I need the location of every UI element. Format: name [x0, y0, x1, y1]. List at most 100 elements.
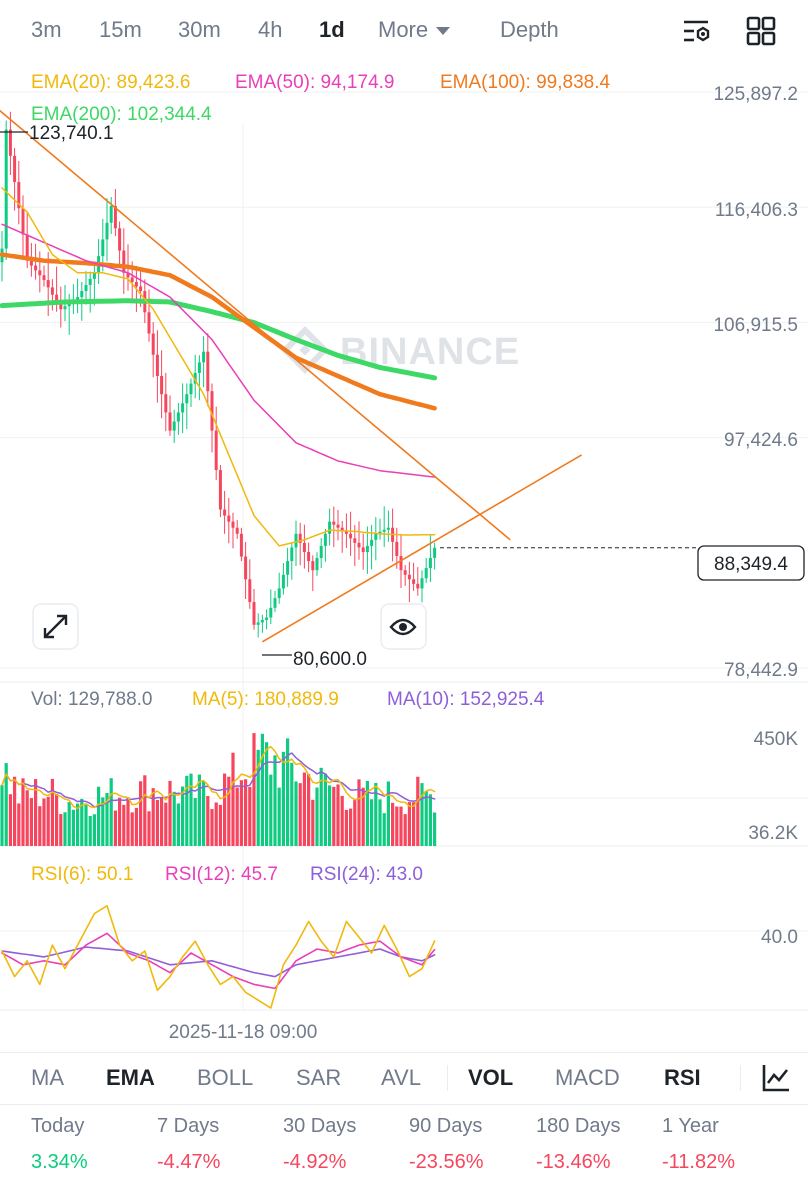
current-price-label: 88,349.4 [714, 554, 788, 575]
candle-body [424, 568, 428, 579]
perf-value-180d: -13.46% [536, 1151, 611, 1173]
volume-bar [340, 795, 344, 846]
volume-bar [315, 787, 319, 846]
timeframe-3m[interactable]: 3m [31, 17, 62, 42]
legend-ema50: EMA(50): 94,174.9 [235, 72, 394, 93]
candle-body [252, 602, 256, 625]
volume-bar [71, 809, 75, 846]
more-label: More [378, 17, 429, 42]
candle-body [4, 129, 8, 249]
volume-bar [0, 785, 4, 846]
volume-bar [391, 802, 395, 846]
timeframe-4h[interactable]: 4h [258, 17, 283, 42]
perf-label-7d: 7 Days [157, 1115, 220, 1137]
candle-body [160, 375, 164, 395]
volume-bar [290, 762, 294, 846]
toggle-visibility-button[interactable] [380, 603, 427, 650]
legend-ema200: EMA(200): 102,344.4 [31, 104, 212, 125]
indicator-sar[interactable]: SAR [296, 1065, 342, 1090]
chart-settings-icon[interactable] [680, 14, 714, 48]
ema20-line [1, 187, 436, 547]
volume-bars [0, 733, 437, 846]
legend-ema20: EMA(20): 89,423.6 [31, 72, 190, 93]
candle-body [361, 547, 365, 552]
volume-bar [29, 798, 33, 846]
candle-body [42, 275, 46, 281]
indicator-ma[interactable]: MA [31, 1065, 64, 1090]
candle-body [197, 362, 201, 373]
candle-body [336, 524, 340, 528]
caret-down-icon [436, 27, 451, 36]
candle-body [210, 391, 214, 431]
indicator-macd[interactable]: MACD [555, 1065, 620, 1090]
candle-body [109, 206, 113, 223]
indicator-rsi[interactable]: RSI [664, 1065, 701, 1090]
volume-bar [34, 779, 38, 846]
volume-bar [113, 810, 117, 846]
grid-layout-icon[interactable] [744, 14, 778, 48]
candle-body [176, 412, 180, 422]
volume-bar [168, 780, 172, 846]
candle-body [17, 182, 21, 209]
volume-bar [105, 792, 109, 846]
timeframe-15m[interactable]: 15m [99, 17, 142, 42]
timeframe-more[interactable]: More [378, 17, 451, 43]
volume-bar [332, 786, 336, 846]
legend-ma5: MA(5): 180,889.9 [192, 689, 339, 710]
candle-body [286, 561, 290, 575]
candle-body [344, 530, 348, 534]
candle-body [378, 531, 382, 534]
perf-label-1y: 1 Year [662, 1115, 719, 1137]
candle-body [105, 222, 109, 240]
volume-bar [265, 742, 269, 846]
perf-value-7d: -4.47% [157, 1151, 221, 1173]
indicator-ema[interactable]: EMA [106, 1065, 155, 1090]
high-price-label: 123,740.1 [29, 123, 114, 144]
candle-body [118, 228, 122, 251]
depth-tab[interactable]: Depth [500, 17, 559, 42]
volume-bar [4, 763, 8, 846]
volume-bar [231, 752, 235, 846]
ema50-line [1, 223, 436, 478]
volume-bar [50, 778, 54, 846]
candle-body [21, 208, 25, 235]
volume-bar [365, 780, 369, 846]
candle-body [126, 272, 130, 278]
legend-ma10: MA(10): 152,925.4 [387, 689, 545, 710]
volume-bar [395, 806, 399, 846]
candle-body [386, 527, 390, 530]
timeframe-30m[interactable]: 30m [178, 17, 221, 42]
volume-bar [155, 800, 159, 846]
indicator-vol[interactable]: VOL [468, 1065, 514, 1090]
volume-bar [273, 755, 277, 846]
candle-body [315, 558, 319, 571]
volume-bar [122, 804, 126, 846]
volume-bar [17, 803, 21, 846]
candle-body [382, 529, 386, 532]
indicator-boll[interactable]: BOLL [197, 1065, 254, 1090]
perf-value-30d: -4.92% [283, 1151, 347, 1173]
indicator-avl[interactable]: AVL [381, 1065, 421, 1090]
volume-bar [252, 733, 256, 846]
rsi12-line [1, 932, 436, 990]
indicator-settings-icon[interactable] [760, 1062, 792, 1094]
ema-legend: EMA(20): 89,423.6 EMA(50): 94,174.9 EMA(… [31, 72, 610, 125]
candle-body [433, 547, 437, 558]
candle-body [50, 287, 54, 295]
candle-body [122, 250, 126, 273]
candle-body [67, 303, 71, 307]
perf-label-today: Today [31, 1115, 85, 1137]
volume-bar [59, 814, 63, 846]
candle-body [403, 570, 407, 575]
volume-bar [239, 780, 243, 846]
candle-body [189, 383, 193, 395]
rsi6-line [1, 904, 436, 1009]
candlestick-chart[interactable]: BINANCE EMA(20): 89,423.6 EMA(50): 94,17… [0, 62, 808, 1052]
volume-bar [126, 797, 130, 846]
timeframe-1d[interactable]: 1d [319, 17, 345, 42]
candle-body [231, 521, 235, 528]
expand-button[interactable] [32, 603, 79, 650]
candle-body [277, 588, 281, 599]
volume-bar [412, 802, 416, 846]
volume-bar [311, 799, 315, 846]
